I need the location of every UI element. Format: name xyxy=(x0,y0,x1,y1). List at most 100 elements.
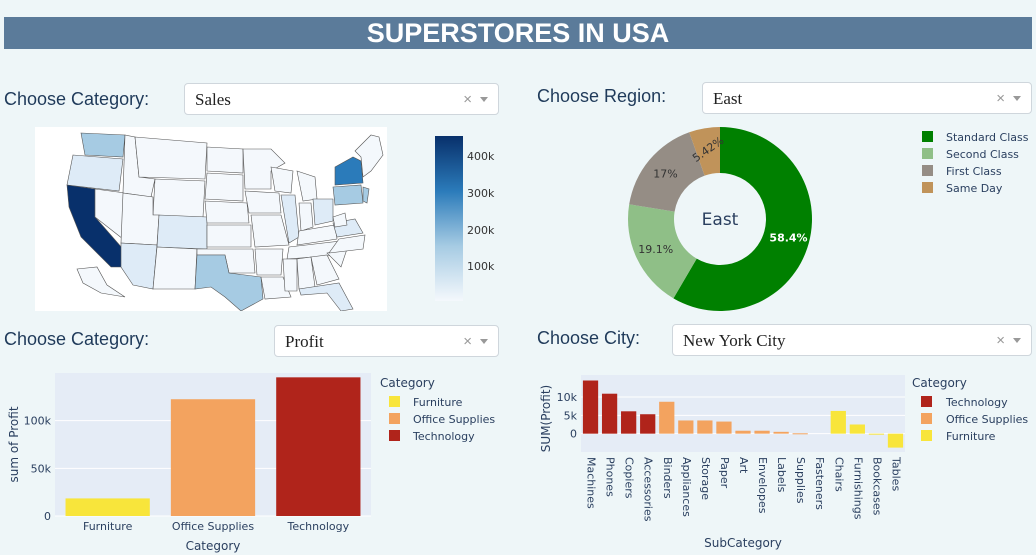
state-indiana[interactable] xyxy=(298,202,314,232)
bar[interactable] xyxy=(887,433,904,448)
legend-entry[interactable]: Office Supplies xyxy=(413,413,495,426)
state-nebraska[interactable] xyxy=(204,200,250,224)
chevron-down-icon[interactable] xyxy=(480,339,488,344)
state-oregon[interactable] xyxy=(66,154,124,192)
chevron-down-icon[interactable] xyxy=(480,97,488,102)
state-new-jersey[interactable] xyxy=(362,186,370,204)
region-dropdown[interactable]: East × xyxy=(702,82,1032,114)
legend-entry[interactable]: Standard Class xyxy=(946,131,1029,144)
colorbar-tick: 400k xyxy=(467,150,495,163)
bar[interactable] xyxy=(830,410,846,434)
state-missouri[interactable] xyxy=(250,214,290,248)
state-michigan[interactable] xyxy=(296,170,318,202)
legend-entry[interactable]: Same Day xyxy=(946,182,1003,195)
state-west-virginia[interactable] xyxy=(332,212,348,228)
state-new-mexico[interactable] xyxy=(152,246,198,290)
state-georgia[interactable] xyxy=(310,254,340,286)
bar[interactable] xyxy=(868,433,885,435)
state-south-dakota[interactable] xyxy=(204,172,244,202)
state-iowa[interactable] xyxy=(244,190,282,214)
legend-entry[interactable]: Second Class xyxy=(946,148,1019,161)
bar[interactable] xyxy=(65,498,150,516)
bar[interactable] xyxy=(754,430,770,434)
x-tick-label: Binders xyxy=(661,457,674,499)
legend-entry[interactable]: Technology xyxy=(945,396,1008,409)
map-colorbar xyxy=(435,136,463,301)
x-axis-title: SubCategory xyxy=(704,536,782,550)
bar[interactable] xyxy=(621,411,637,434)
usa-choropleth-map[interactable] xyxy=(35,127,387,312)
state-arkansas[interactable] xyxy=(254,248,284,276)
bar[interactable] xyxy=(773,431,789,434)
state-colorado[interactable] xyxy=(156,214,208,250)
bar[interactable] xyxy=(582,380,599,434)
category-profit-bar-chart[interactable]: 0 50k 100k Furniture Office Supplies Technolo… xyxy=(0,365,510,555)
state-montana[interactable] xyxy=(134,136,208,180)
clear-icon[interactable]: × xyxy=(996,332,1005,349)
x-tick-label: Envelopes xyxy=(756,457,769,514)
state-wisconsin[interactable] xyxy=(270,166,294,194)
bar-category-dropdown[interactable]: Profit × xyxy=(274,325,499,357)
bar[interactable] xyxy=(849,424,865,434)
state-louisiana[interactable] xyxy=(260,276,292,300)
colorbar-tick: 300k xyxy=(467,187,495,200)
region-label: Choose Region: xyxy=(537,86,667,106)
legend-entry[interactable]: Office Supplies xyxy=(946,413,1028,426)
legend-swatch xyxy=(922,131,933,142)
bar[interactable] xyxy=(678,420,694,434)
x-tick-label: Technology xyxy=(287,520,350,533)
state-new-york[interactable] xyxy=(334,156,364,186)
state-alaska[interactable] xyxy=(76,266,126,298)
state-washington[interactable] xyxy=(80,132,126,158)
state-wyoming[interactable] xyxy=(152,178,206,218)
bar[interactable] xyxy=(170,399,256,516)
state-minnesota[interactable] xyxy=(242,148,286,190)
page-title: SUPERSTORES IN USA xyxy=(4,17,1032,49)
subcategory-profit-bar-chart[interactable]: 10k 5k 0 Machines Phones Copiers Accessories Bi… xyxy=(530,365,1036,555)
x-tick-label: Phones xyxy=(604,457,617,497)
legend-swatch xyxy=(922,182,933,193)
chevron-down-icon[interactable] xyxy=(1013,96,1021,101)
dropdown-value: Sales xyxy=(195,90,231,109)
legend-swatch xyxy=(389,413,400,424)
state-north-carolina[interactable] xyxy=(328,234,366,254)
bar[interactable] xyxy=(697,420,713,434)
state-texas[interactable] xyxy=(194,254,264,312)
donut-slice[interactable] xyxy=(629,132,705,212)
state-kentucky[interactable] xyxy=(296,224,338,246)
state-north-dakota[interactable] xyxy=(206,146,244,174)
donut-slice[interactable] xyxy=(689,127,720,176)
bar[interactable] xyxy=(659,401,675,434)
legend-entry[interactable]: Furniture xyxy=(413,396,463,409)
legend-entry[interactable]: First Class xyxy=(946,165,1002,178)
bar[interactable] xyxy=(716,421,732,434)
x-tick-label: Labels xyxy=(775,457,788,493)
clear-icon[interactable]: × xyxy=(463,333,472,350)
state-new-england[interactable] xyxy=(354,134,384,178)
city-dropdown[interactable]: New York City × xyxy=(672,324,1032,356)
state-ohio[interactable] xyxy=(312,198,334,226)
legend-entry[interactable]: Technology xyxy=(412,430,475,443)
bar[interactable] xyxy=(735,430,751,434)
bar[interactable] xyxy=(792,433,808,435)
state-mississippi[interactable] xyxy=(282,258,298,292)
donut-slice[interactable] xyxy=(673,127,812,311)
map-category-label: Choose Category: xyxy=(4,89,150,109)
state-utah[interactable] xyxy=(120,192,160,246)
x-tick-label: Fasteners xyxy=(813,457,826,510)
state-pennsylvania[interactable] xyxy=(332,184,364,206)
clear-icon[interactable]: × xyxy=(996,90,1005,107)
x-tick-label: Art xyxy=(737,457,750,474)
legend-entry[interactable]: Furniture xyxy=(946,430,996,443)
donut-slice[interactable] xyxy=(628,204,697,299)
map-category-dropdown[interactable]: Sales × xyxy=(184,83,499,115)
x-tick-label: Supplies xyxy=(794,457,807,504)
bar[interactable] xyxy=(276,377,361,516)
bar[interactable] xyxy=(601,393,618,434)
clear-icon[interactable]: × xyxy=(463,91,472,108)
state-arizona[interactable] xyxy=(120,242,158,290)
chevron-down-icon[interactable] xyxy=(1013,338,1021,343)
state-kansas[interactable] xyxy=(206,224,252,248)
bar[interactable] xyxy=(640,414,656,434)
